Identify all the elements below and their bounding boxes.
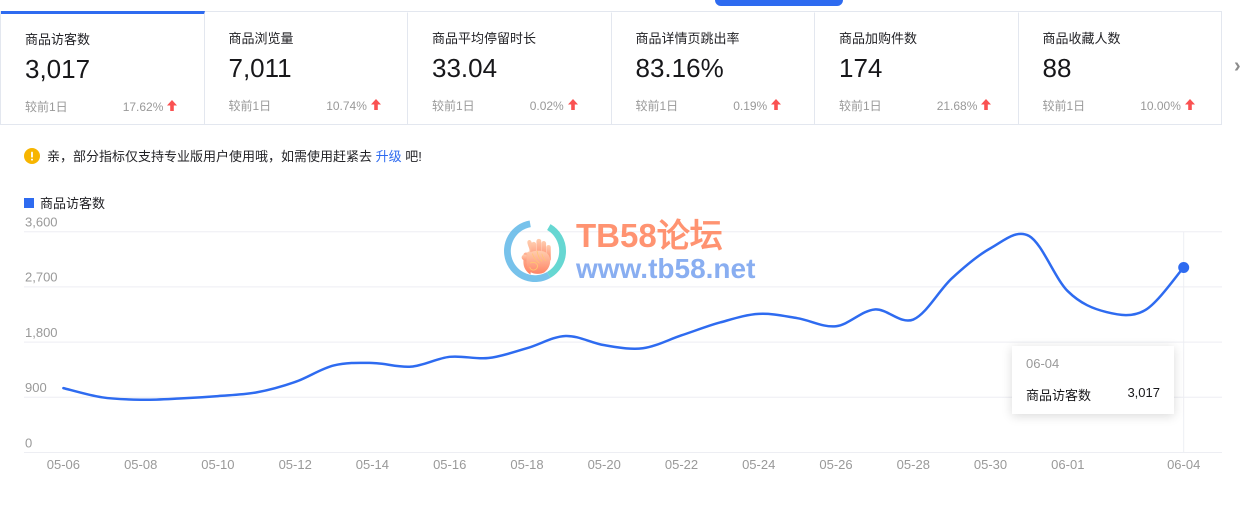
svg-text:05-12: 05-12	[279, 457, 312, 472]
svg-text:05-22: 05-22	[665, 457, 698, 472]
svg-text:05-14: 05-14	[356, 457, 389, 472]
svg-text:3,600: 3,600	[25, 215, 58, 230]
svg-text:05-28: 05-28	[897, 457, 930, 472]
svg-text:06-04: 06-04	[1167, 457, 1200, 472]
svg-text:05-06: 05-06	[47, 457, 80, 472]
svg-text:05-30: 05-30	[974, 457, 1007, 472]
svg-text:0: 0	[25, 435, 32, 450]
svg-text:05-08: 05-08	[124, 457, 157, 472]
svg-text:05-20: 05-20	[588, 457, 621, 472]
svg-text:05-16: 05-16	[433, 457, 466, 472]
svg-text:900: 900	[25, 380, 47, 395]
svg-text:2,700: 2,700	[25, 270, 58, 285]
svg-text:05-24: 05-24	[742, 457, 775, 472]
svg-text:05-10: 05-10	[201, 457, 234, 472]
svg-text:05-18: 05-18	[510, 457, 543, 472]
svg-text:1,800: 1,800	[25, 325, 58, 340]
svg-text:06-01: 06-01	[1051, 457, 1084, 472]
svg-text:05-26: 05-26	[819, 457, 852, 472]
